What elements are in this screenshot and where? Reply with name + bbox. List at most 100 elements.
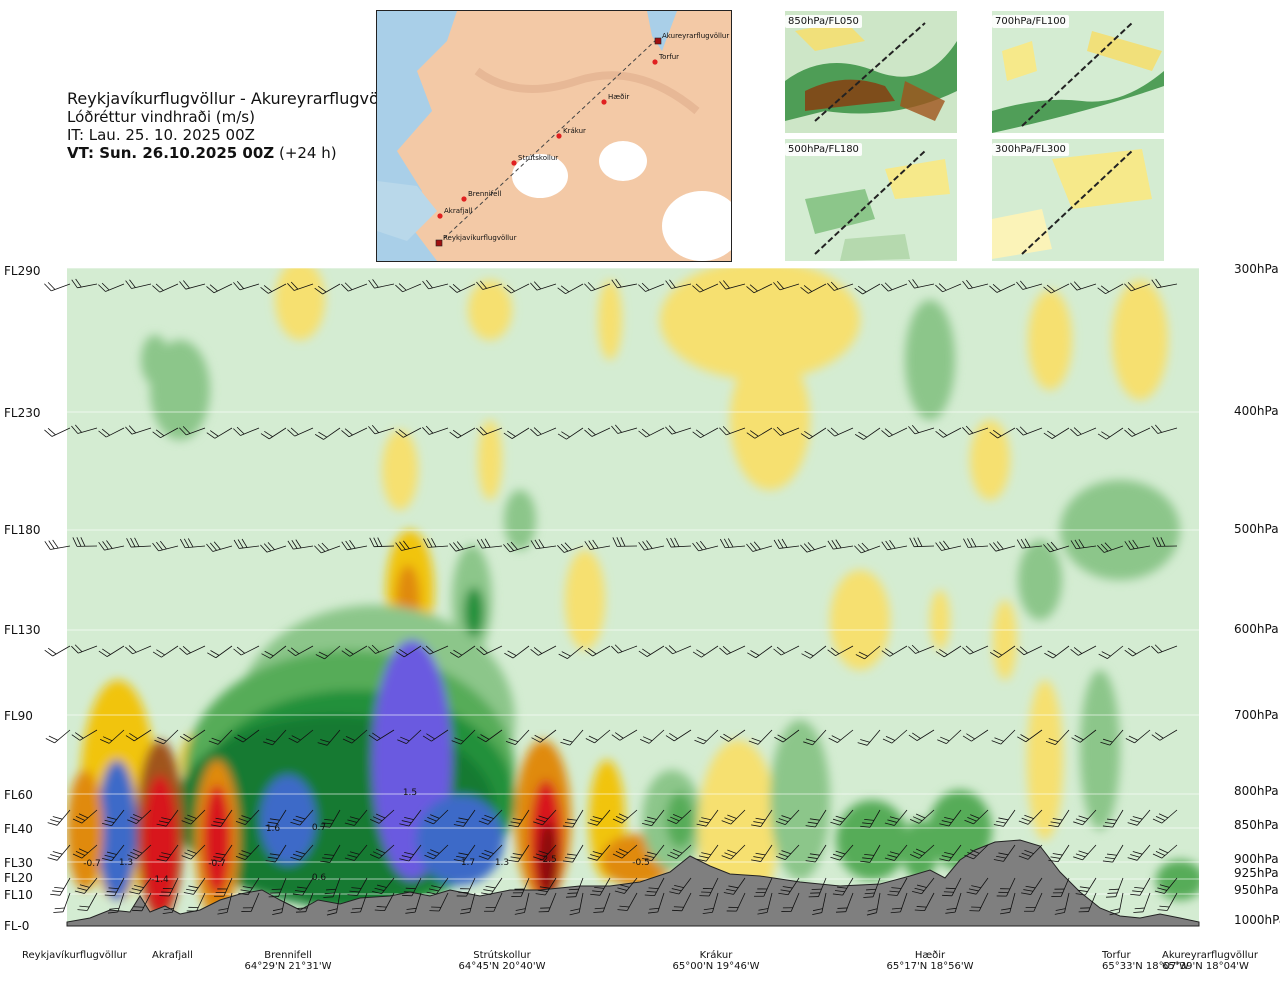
wind-barb bbox=[476, 645, 503, 656]
wind-barb bbox=[260, 427, 287, 440]
wind-barb bbox=[1044, 645, 1070, 659]
wind-barb bbox=[935, 645, 962, 658]
wind-barb bbox=[477, 729, 503, 743]
wind-barb bbox=[1016, 538, 1043, 549]
thumbnail-500hpa[interactable]: 500hPa/FL180 bbox=[785, 139, 957, 261]
map-airport-marker bbox=[654, 37, 662, 45]
wind-barb bbox=[800, 427, 827, 440]
wind-barb bbox=[508, 844, 530, 863]
hpa-label-900: 900hPa bbox=[1234, 852, 1279, 866]
wind-barb bbox=[369, 809, 395, 824]
map-fjord bbox=[647, 11, 677, 51]
wind-barb bbox=[775, 809, 800, 826]
wind-barb bbox=[665, 425, 692, 435]
location-krakur: Krákur 65°00'N 19°46'W bbox=[666, 950, 766, 972]
wind-barb bbox=[719, 729, 746, 742]
wind-barb bbox=[368, 729, 395, 741]
wind-barb bbox=[369, 537, 395, 548]
wind-barb bbox=[183, 877, 206, 895]
wind-barb bbox=[805, 809, 827, 828]
location-name: Hæðir bbox=[914, 950, 946, 961]
wind-barb bbox=[127, 844, 152, 860]
velocity-contour bbox=[260, 775, 316, 865]
wind-barb bbox=[1070, 645, 1097, 656]
wind-barb bbox=[71, 424, 98, 434]
wind-barb bbox=[908, 644, 935, 654]
wind-barb bbox=[152, 283, 179, 293]
wind-barb bbox=[672, 892, 692, 912]
wind-barb bbox=[1097, 427, 1124, 440]
wind-barb bbox=[993, 844, 1016, 862]
wind-barb bbox=[217, 892, 233, 915]
wind-barb bbox=[1071, 729, 1097, 743]
wind-barb bbox=[908, 729, 935, 741]
wind-barb bbox=[162, 892, 179, 914]
wind-barb bbox=[964, 844, 989, 860]
wind-barb bbox=[1152, 537, 1178, 547]
wind-barb bbox=[562, 809, 584, 828]
wind-barb bbox=[72, 844, 98, 859]
wind-barb bbox=[584, 539, 611, 550]
wind-barb bbox=[773, 645, 800, 656]
wind-barb bbox=[747, 645, 773, 659]
wind-barb bbox=[748, 729, 773, 745]
wind-barb bbox=[1045, 729, 1070, 746]
velocity-contour bbox=[660, 268, 860, 380]
wind-barb bbox=[1021, 877, 1043, 895]
map-glacier-1 bbox=[512, 154, 568, 198]
wind-barb bbox=[320, 809, 341, 828]
wind-barb bbox=[692, 283, 719, 293]
wind-barb bbox=[287, 281, 314, 291]
wind-barb bbox=[801, 645, 827, 659]
wind-barb bbox=[882, 729, 908, 744]
wind-barb bbox=[290, 844, 314, 861]
wind-barb bbox=[587, 844, 611, 861]
wind-barb bbox=[98, 645, 125, 657]
wind-barb bbox=[835, 892, 854, 913]
route-title: Reykjavíkurflugvöllur - Akureyrarflugvöl… bbox=[67, 89, 405, 108]
wind-barb bbox=[287, 645, 314, 657]
wind-barb bbox=[1098, 645, 1124, 659]
wind-barb bbox=[914, 892, 935, 912]
wind-barb bbox=[530, 281, 557, 291]
velocity-contour bbox=[830, 570, 890, 670]
wind-barb bbox=[962, 729, 989, 742]
thumbnail-850hpa-map bbox=[785, 11, 957, 133]
map-point-marker bbox=[511, 160, 517, 166]
velocity-contour bbox=[141, 335, 169, 385]
wind-barb bbox=[235, 844, 260, 861]
wind-barb bbox=[909, 844, 935, 859]
wind-barb bbox=[74, 877, 98, 894]
wind-barb bbox=[854, 542, 881, 554]
wind-barb bbox=[557, 427, 584, 440]
wind-barb bbox=[1157, 892, 1178, 911]
wind-barb bbox=[939, 844, 962, 862]
wind-barb bbox=[1070, 281, 1097, 291]
map-point-marker bbox=[461, 196, 467, 202]
velocity-contour bbox=[902, 820, 938, 880]
wind-barb bbox=[261, 645, 287, 659]
wind-barb bbox=[1151, 424, 1178, 434]
thumbnail-500hpa-map bbox=[785, 139, 957, 261]
thumbnail-label: 500hPa/FL180 bbox=[785, 143, 862, 156]
contour-value-label: -0.7 bbox=[208, 859, 226, 869]
thumbnail-700hpa[interactable]: 700hPa/FL100 bbox=[992, 11, 1164, 133]
wind-barb bbox=[638, 427, 665, 438]
wind-barb bbox=[53, 892, 71, 913]
map-point-label: Torfur bbox=[658, 53, 679, 61]
wind-barb bbox=[723, 877, 746, 895]
wind-barb bbox=[746, 283, 773, 294]
wind-barb bbox=[590, 877, 611, 896]
thumbnail-850hpa[interactable]: 850hPa/FL050 bbox=[785, 11, 957, 133]
wind-barb bbox=[102, 809, 125, 827]
thumbnail-300hpa[interactable]: 300hPa/FL300 bbox=[992, 139, 1164, 261]
wind-barb bbox=[508, 809, 530, 828]
location-akrafjall: Akrafjall bbox=[152, 950, 193, 961]
wind-barb bbox=[317, 729, 341, 746]
wind-barb bbox=[214, 877, 233, 897]
wind-barb bbox=[265, 809, 287, 828]
thumbnail-label: 300hPa/FL300 bbox=[992, 143, 1069, 156]
fl-label-fl130: FL130 bbox=[4, 623, 41, 637]
thumbnail-300hpa-map bbox=[992, 139, 1164, 261]
